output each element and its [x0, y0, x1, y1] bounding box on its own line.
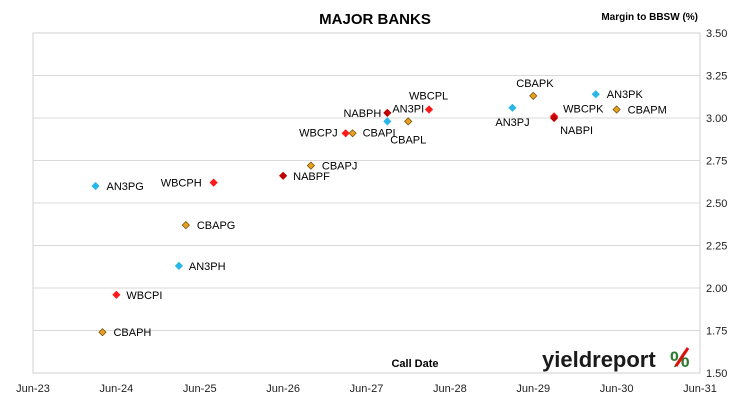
y-axis-label: Margin to BBSW (%) — [601, 12, 698, 23]
point-label-cbapi: CBAPI — [363, 127, 396, 139]
percent-logo-icon: % — [670, 347, 690, 372]
data-point-an3pk — [591, 90, 600, 99]
point-label-wbcpk: WBCPK — [563, 103, 604, 115]
yieldreport-logo: yieldreport % — [542, 347, 690, 372]
percent-slash-accent — [674, 347, 690, 367]
y-tick-label: 3.00 — [706, 113, 727, 125]
point-label-cbaph: CBAPH — [113, 327, 151, 339]
point-label-an3pk: AN3PK — [607, 89, 644, 101]
data-point-nabph — [383, 108, 392, 117]
y-tick-label: 2.75 — [706, 156, 727, 168]
point-label-cbapj: CBAPJ — [322, 161, 357, 173]
point-label-cbapk: CBAPK — [516, 78, 554, 90]
point-label-wbcph: WBCPH — [161, 178, 202, 190]
point-label-an3pj: AN3PJ — [495, 117, 529, 129]
y-tick-label: 2.50 — [706, 198, 727, 210]
x-tick-label: Jun-26 — [266, 383, 300, 395]
data-point-cbapm — [612, 105, 621, 114]
point-label-an3pg: AN3PG — [107, 181, 144, 193]
y-tick-label: 1.75 — [706, 326, 727, 338]
y-tick-label: 2.25 — [706, 241, 727, 253]
brand-wordmark: yieldreport — [542, 347, 656, 372]
data-point-wbcpl — [424, 105, 434, 114]
y-tick-label: 2.00 — [706, 283, 727, 295]
data-point-cbapk — [529, 91, 538, 100]
x-tick-label: Jun-31 — [683, 383, 717, 395]
data-point-wbcpi — [112, 290, 121, 299]
point-label-wbcpi: WBCPI — [126, 290, 162, 302]
chart-title: MAJOR BANKS — [319, 11, 431, 28]
data-point-cbapl — [404, 117, 413, 126]
data-point-nabpi — [549, 113, 559, 123]
data-point-cbapg — [181, 221, 190, 230]
data-point-cbapi — [348, 129, 357, 138]
data-point-cbapj — [306, 161, 316, 170]
axes: 1.50 1.75 2.00 2.25 2.50 2.75 3.00 3.25 3.50 Jun-… — [16, 28, 727, 395]
data-point-wbcph — [209, 178, 218, 187]
point-label-cbapg: CBAPG — [197, 220, 236, 232]
x-tick-label: Jun-28 — [433, 383, 467, 395]
x-tick-label: Jun-25 — [183, 383, 217, 395]
y-tick-label: 3.50 — [706, 28, 727, 40]
point-label-nabpi: NABPI — [560, 125, 593, 137]
point-label-nabpf: NABPF — [293, 171, 330, 183]
point-label-wbcpj: WBCPJ — [299, 127, 338, 139]
plot-area-border — [32, 32, 701, 374]
data-point-an3pi — [383, 117, 392, 126]
data-point-cbaph — [98, 328, 107, 337]
point-label-cbapl: CBAPL — [390, 134, 426, 146]
point-label-an3pi: AN3PI — [392, 103, 424, 115]
point-label-an3ph: AN3PH — [189, 261, 226, 273]
data-point-an3pj — [508, 103, 517, 112]
data-point-an3ph — [174, 261, 184, 270]
x-axis-label: Call Date — [391, 358, 438, 370]
x-tick-label: Jun-29 — [516, 383, 550, 395]
gridlines — [33, 32, 700, 374]
y-tick-label: 3.25 — [706, 71, 727, 83]
data-point-wbcpj — [341, 129, 350, 138]
y-tick-label: 1.50 — [706, 368, 727, 380]
x-tick-label: Jun-23 — [16, 383, 50, 395]
x-tick-label: Jun-30 — [600, 383, 634, 395]
x-tick-label: Jun-27 — [350, 383, 384, 395]
data-points: AN3PG AN3PH AN3PI AN3PJ AN3PK CBAPH CBAPG CBAPJ… — [91, 78, 667, 339]
x-tick-label: Jun-24 — [100, 383, 134, 395]
data-point-nabpf — [279, 171, 288, 180]
point-label-nabph: NABPH — [343, 108, 381, 120]
data-point-an3pg — [91, 181, 100, 191]
point-label-cbapm: CBAPM — [628, 105, 667, 117]
point-label-wbcpl: WBCPL — [409, 91, 448, 103]
